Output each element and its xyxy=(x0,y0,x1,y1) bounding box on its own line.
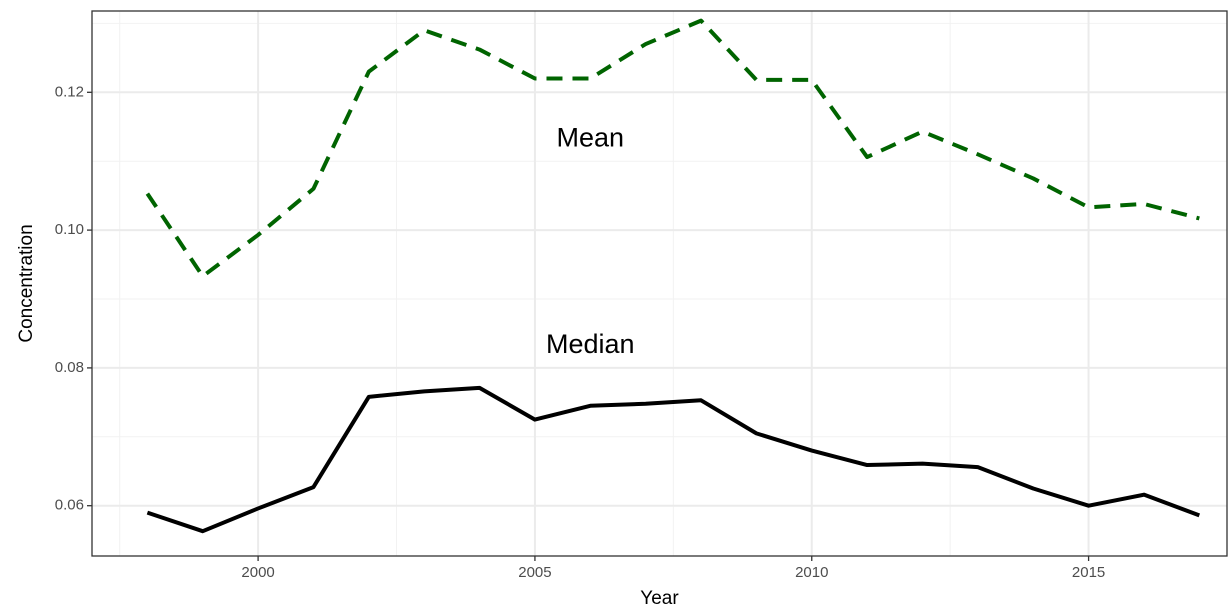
y-axis-title: Concentration xyxy=(16,224,37,342)
major-gridlines xyxy=(92,11,1227,556)
x-axis: 2000 2005 2010 2015 xyxy=(241,556,1105,581)
x-tick-label: 2010 xyxy=(795,564,828,581)
series-line-median xyxy=(146,385,1201,534)
x-axis-title: Year xyxy=(640,588,679,609)
y-tick-label: 0.06 xyxy=(55,497,84,514)
series-layer xyxy=(145,18,1201,534)
series-label-median: Median xyxy=(546,329,635,359)
minor-gridlines xyxy=(92,11,1227,556)
y-tick-label: 0.08 xyxy=(55,359,84,376)
y-tick-label: 0.10 xyxy=(55,221,84,238)
y-axis: 0.06 0.08 0.10 0.12 xyxy=(55,83,92,514)
annotation-layer: Mean Median xyxy=(546,122,635,359)
series-label-mean: Mean xyxy=(557,122,625,152)
x-tick-label: 2015 xyxy=(1072,564,1105,581)
series-line-mean xyxy=(145,18,1200,279)
x-tick-label: 2000 xyxy=(241,564,274,581)
x-tick-label: 2005 xyxy=(518,564,551,581)
y-tick-label: 0.12 xyxy=(55,83,84,100)
plot-panel-border xyxy=(91,10,1228,557)
